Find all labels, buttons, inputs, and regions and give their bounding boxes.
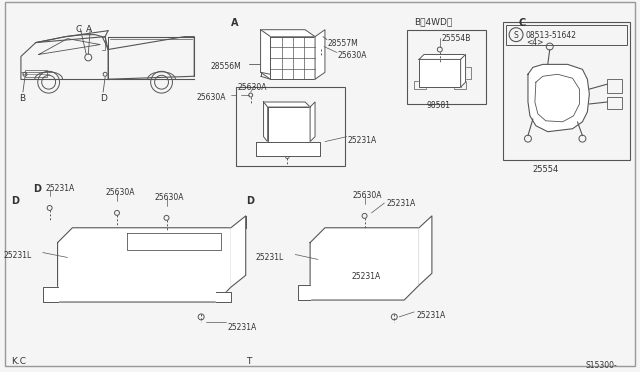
Text: C: C	[518, 18, 525, 28]
Text: 25630A: 25630A	[353, 191, 382, 200]
Text: 98581: 98581	[427, 101, 451, 110]
Text: 25231L: 25231L	[3, 251, 31, 260]
Text: 08513-51642: 08513-51642	[526, 31, 577, 40]
Text: 25231L: 25231L	[255, 253, 284, 262]
Bar	[506, 25, 627, 45]
Text: 28556M: 28556M	[210, 62, 241, 71]
Text: 25554B: 25554B	[442, 34, 471, 43]
Text: D: D	[33, 184, 41, 194]
Polygon shape	[216, 292, 231, 302]
Bar	[461, 67, 470, 79]
Text: 25630A: 25630A	[238, 83, 268, 92]
Text: 25231A: 25231A	[352, 272, 381, 281]
Text: S15300-: S15300-	[586, 362, 617, 371]
Text: 25630A: 25630A	[338, 51, 367, 61]
Polygon shape	[268, 107, 310, 142]
Polygon shape	[315, 30, 325, 79]
Text: C: C	[76, 25, 82, 34]
Text: D: D	[246, 196, 253, 206]
Bar	[607, 79, 622, 93]
Text: 25231A: 25231A	[387, 199, 415, 208]
Bar	[83, 256, 110, 275]
Polygon shape	[264, 102, 310, 107]
Text: 25231A: 25231A	[228, 323, 257, 332]
Text: D: D	[100, 94, 107, 103]
Bar	[607, 97, 622, 109]
Polygon shape	[43, 287, 58, 302]
Text: 25231A: 25231A	[45, 184, 75, 193]
Bar	[325, 256, 347, 273]
Text: S: S	[514, 31, 518, 40]
Bar	[407, 30, 486, 104]
Bar	[454, 81, 465, 89]
Bar	[503, 22, 630, 160]
Text: 28557M: 28557M	[328, 39, 358, 48]
Polygon shape	[419, 216, 432, 285]
Text: 25630A: 25630A	[155, 193, 184, 202]
Polygon shape	[231, 216, 246, 287]
Text: B: B	[19, 94, 25, 103]
Polygon shape	[255, 142, 320, 157]
Text: A: A	[86, 25, 92, 34]
Polygon shape	[528, 64, 589, 132]
Polygon shape	[271, 36, 315, 79]
Polygon shape	[310, 102, 315, 142]
Bar	[414, 81, 426, 89]
Text: T: T	[246, 356, 251, 366]
Text: B〨4WD〩: B〨4WD〩	[414, 18, 452, 27]
Text: 25231A: 25231A	[348, 136, 377, 145]
Polygon shape	[260, 30, 271, 79]
Polygon shape	[58, 228, 231, 302]
Polygon shape	[419, 60, 461, 87]
Polygon shape	[310, 228, 419, 300]
Bar	[236, 87, 345, 166]
Polygon shape	[298, 285, 310, 300]
Text: K.C: K.C	[11, 356, 26, 366]
Text: 25630A: 25630A	[105, 188, 134, 197]
Text: 25554: 25554	[532, 166, 559, 174]
Text: A: A	[231, 18, 238, 28]
Text: 25630A: 25630A	[196, 93, 226, 102]
Polygon shape	[264, 102, 268, 142]
Polygon shape	[461, 54, 465, 87]
Polygon shape	[260, 30, 315, 36]
Text: <4>: <4>	[526, 38, 543, 46]
Text: D: D	[11, 196, 19, 206]
Bar	[25, 70, 47, 77]
Polygon shape	[419, 54, 465, 60]
Text: 25231A: 25231A	[416, 311, 445, 320]
